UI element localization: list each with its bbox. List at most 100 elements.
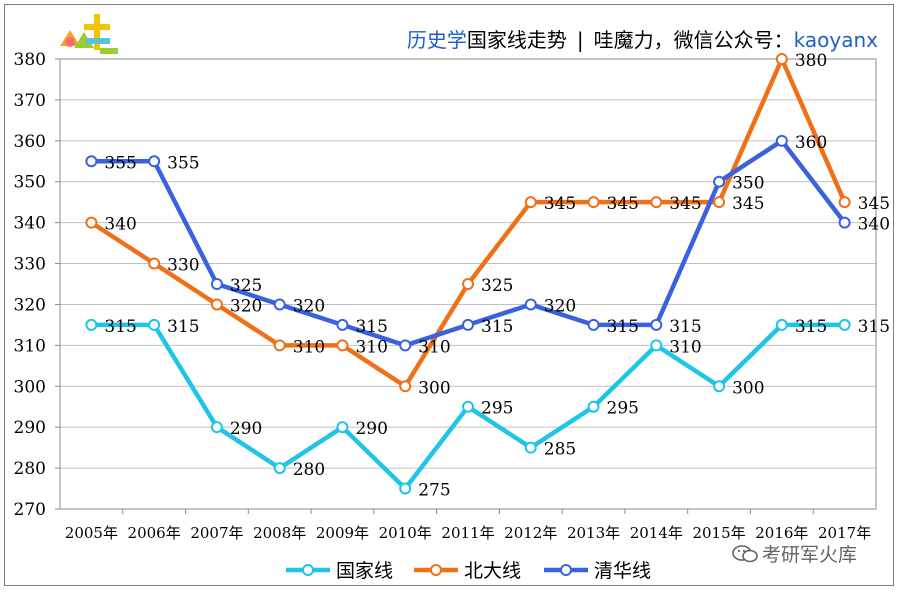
data-point [650,339,663,352]
data-label: 285 [544,440,576,460]
data-point [273,339,286,352]
legend: 国家线 北大线 清华线 [286,560,651,582]
data-point [587,196,600,209]
data-label: 340 [104,215,136,235]
data-point [650,196,663,209]
x-tick-label: 2017年 [818,524,871,542]
data-label: 380 [795,51,827,71]
data-point [775,53,788,65]
data-point [838,196,851,209]
x-tick-label: 2012年 [504,524,557,542]
x-tick-label: 2005年 [65,524,118,542]
y-tick-label: 280 [14,459,46,479]
data-point [524,196,537,209]
x-tick-label: 2006年 [128,524,181,542]
data-label: 315 [167,317,199,337]
data-point [462,278,474,290]
x-axis-ticks: 2005年 2006年 2007年 2008年 2009年 2010年 2011年 2012年… [65,509,871,542]
title-subject: 历史学 [406,28,467,52]
watermark: 考研军火库 [732,540,857,567]
data-label: 290 [230,419,262,439]
data-point [524,441,537,454]
data-label: 345 [669,194,701,214]
data-point [210,421,223,434]
y-tick-label: 320 [14,295,46,315]
data-point [462,400,474,413]
axes [59,58,877,510]
data-point [336,318,349,331]
y-tick-label: 360 [14,132,46,152]
x-tick-label: 2014年 [630,524,683,542]
series-line-2 [89,138,847,348]
data-point [336,421,349,434]
data-label: 325 [481,276,513,296]
legend-label-2: 清华线 [594,560,651,582]
x-tick-label: 2013年 [567,524,620,542]
data-label: 310 [293,337,325,357]
data-point [399,482,412,495]
data-label: 315 [607,317,639,337]
data-label: 355 [167,153,199,173]
legend-marker-0 [302,564,314,576]
data-point [148,257,161,270]
data-point [650,318,663,331]
data-label: 345 [858,194,890,214]
legend-label-0: 国家线 [336,560,393,582]
y-tick-label: 340 [14,214,46,234]
plot-area [59,58,877,510]
data-point [838,216,851,229]
data-label: 320 [293,296,325,316]
data-point [85,155,98,168]
x-tick-label: 2010年 [379,524,432,542]
y-tick-label: 300 [14,377,46,397]
data-label: 320 [230,296,262,316]
data-label: 315 [669,317,701,337]
data-label: 310 [669,337,701,357]
title-text: 国家线走势 [466,28,567,52]
data-label: 310 [355,337,387,357]
data-label: 315 [104,317,136,337]
data-point [713,196,726,209]
account-name: kaoyanx [793,28,878,52]
x-tick-label: 2007年 [190,524,243,542]
x-tick-label: 2009年 [316,524,369,542]
data-point [713,380,726,393]
data-point [210,298,223,311]
y-tick-label: 270 [14,500,46,520]
data-point [587,318,600,331]
data-label: 320 [544,296,576,316]
data-point [399,339,412,352]
data-label: 315 [355,317,387,337]
data-label: 345 [607,194,639,214]
chart-frame [4,4,894,586]
data-point [148,155,161,168]
data-label: 315 [795,317,827,337]
data-label: 315 [858,317,890,337]
promo-text: 哇魔力，微信公众号： [593,28,794,52]
data-point [273,298,286,311]
data-point [85,318,98,331]
data-label: 275 [418,481,450,501]
legend-marker-1 [430,564,442,576]
y-tick-label: 330 [14,255,46,275]
y-axis-ticks: 270 280 290 300 310 320 330 340 350 360 370 380 [14,50,60,520]
series-lines [89,56,847,491]
data-label: 325 [230,276,262,296]
data-label: 295 [607,399,639,419]
data-point [210,278,223,290]
data-label: 310 [418,337,450,357]
data-point [775,134,788,147]
logo-icon [60,14,118,54]
data-point [273,462,286,475]
y-tick-label: 290 [14,418,46,438]
data-point [462,318,474,331]
data-label: 300 [732,378,764,398]
x-tick-label: 2011年 [441,524,494,542]
data-label: 300 [418,378,450,398]
data-label: 280 [293,460,325,480]
data-point [524,298,537,311]
data-point [587,400,600,413]
x-tick-label: 2008年 [253,524,306,542]
legend-marker-2 [560,564,572,576]
